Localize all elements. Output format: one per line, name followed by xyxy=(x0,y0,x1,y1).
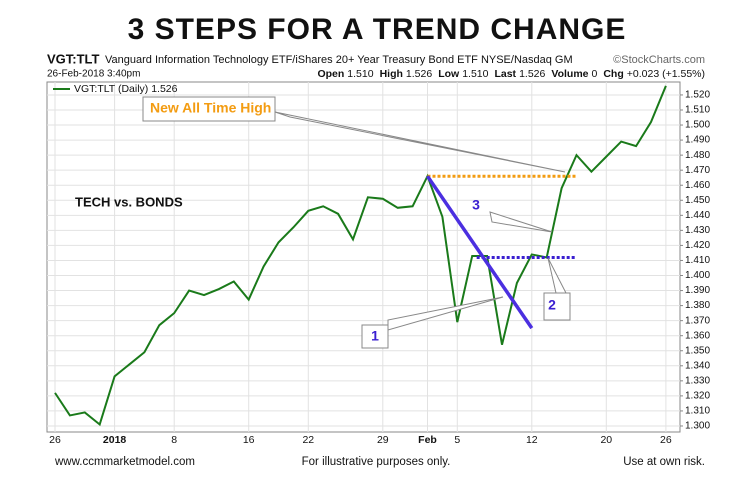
x-tick-label: 5 xyxy=(454,434,460,446)
quote: Open 1.510 High 1.526 Low 1.510 Last 1.526 Volum… xyxy=(317,68,705,80)
x-tick-label: 26 xyxy=(660,434,672,446)
y-tick-label: 1.520 xyxy=(685,90,710,101)
x-tick-label: 12 xyxy=(526,434,538,446)
annotation: New All Time High xyxy=(150,100,271,116)
y-tick-label: 1.420 xyxy=(685,240,710,251)
x-tick-label: 22 xyxy=(302,434,314,446)
callout-box xyxy=(142,96,276,122)
footer: www.ccmmarketmodel.com xyxy=(54,456,195,468)
callout-pointer xyxy=(274,111,566,173)
trend-line xyxy=(426,175,534,330)
series-line xyxy=(54,85,667,427)
annotation: 2 xyxy=(548,297,556,313)
callout-pointer xyxy=(489,211,553,233)
quote-value: +0.023 (+1.55%) xyxy=(627,68,705,80)
annotation: 3 xyxy=(472,197,480,213)
grid xyxy=(47,82,683,432)
x-tick-label: 26 xyxy=(49,434,61,446)
y-tick-label: 1.430 xyxy=(685,225,710,236)
y-tick-label: 1.360 xyxy=(685,330,710,341)
x-tick-label: Feb xyxy=(418,434,437,446)
y-tick-label: 1.390 xyxy=(685,285,710,296)
legend-label: VGT:TLT (Daily) 1.526 xyxy=(74,83,178,95)
quote-label: Volume xyxy=(551,68,588,80)
y-tick-label: 1.440 xyxy=(685,210,710,221)
y-tick-label: 1.450 xyxy=(685,195,710,206)
marks xyxy=(54,85,667,427)
y-tick-label: 1.490 xyxy=(685,135,710,146)
y-tick-label: 1.380 xyxy=(685,300,710,311)
y-tick-label: 1.340 xyxy=(685,360,710,371)
x-tick-label: 29 xyxy=(377,434,389,446)
description: Vanguard Information Technology ETF/iSha… xyxy=(105,54,573,66)
annotation: TECH vs. BONDS xyxy=(75,194,183,209)
y-tick-label: 1.300 xyxy=(685,421,710,432)
callout-box xyxy=(543,292,571,321)
quote-value: 1.526 xyxy=(406,68,432,80)
x-tick-label: 20 xyxy=(600,434,612,446)
quote-value: 0 xyxy=(592,68,598,80)
y-tick-label: 1.480 xyxy=(685,150,710,161)
y-tick-label: 1.510 xyxy=(685,105,710,116)
quote-value: 1.526 xyxy=(519,68,545,80)
y-tick-label: 1.470 xyxy=(685,165,710,176)
quote-value: 1.510 xyxy=(462,68,488,80)
quote-label: Last xyxy=(494,68,516,80)
source: ©StockCharts.com xyxy=(613,54,705,66)
symbol: VGT:TLT xyxy=(47,51,100,66)
callout-box xyxy=(361,324,389,349)
x-tick-label: 8 xyxy=(171,434,177,446)
y-tick-label: 1.310 xyxy=(685,406,710,417)
x-tick-label: 16 xyxy=(243,434,255,446)
footer: For illustrative purposes only. xyxy=(302,456,451,468)
y-tick-label: 1.370 xyxy=(685,315,710,326)
y-tick-label: 1.400 xyxy=(685,270,710,281)
annotation: 1 xyxy=(371,328,379,344)
y-tick-label: 1.350 xyxy=(685,345,710,356)
callout-pointer xyxy=(387,296,504,331)
x-tick-label: 2018 xyxy=(103,434,127,446)
y-tick-label: 1.500 xyxy=(685,120,710,131)
chart-title: 3 STEPS FOR A TREND CHANGE xyxy=(128,13,627,46)
quote-label: Open xyxy=(317,68,344,80)
timestamp: 26-Feb-2018 3:40pm xyxy=(47,69,140,80)
y-tick-label: 1.460 xyxy=(685,180,710,191)
y-tick-label: 1.330 xyxy=(685,375,710,386)
quote-label: Low xyxy=(438,68,460,80)
quote-label: High xyxy=(380,68,403,80)
plot-frame xyxy=(46,81,681,433)
quote-label: Chg xyxy=(603,68,623,80)
footer: Use at own risk. xyxy=(623,456,705,468)
y-tick-label: 1.320 xyxy=(685,391,710,402)
y-tick-label: 1.410 xyxy=(685,255,710,266)
quote-value: 1.510 xyxy=(347,68,373,80)
